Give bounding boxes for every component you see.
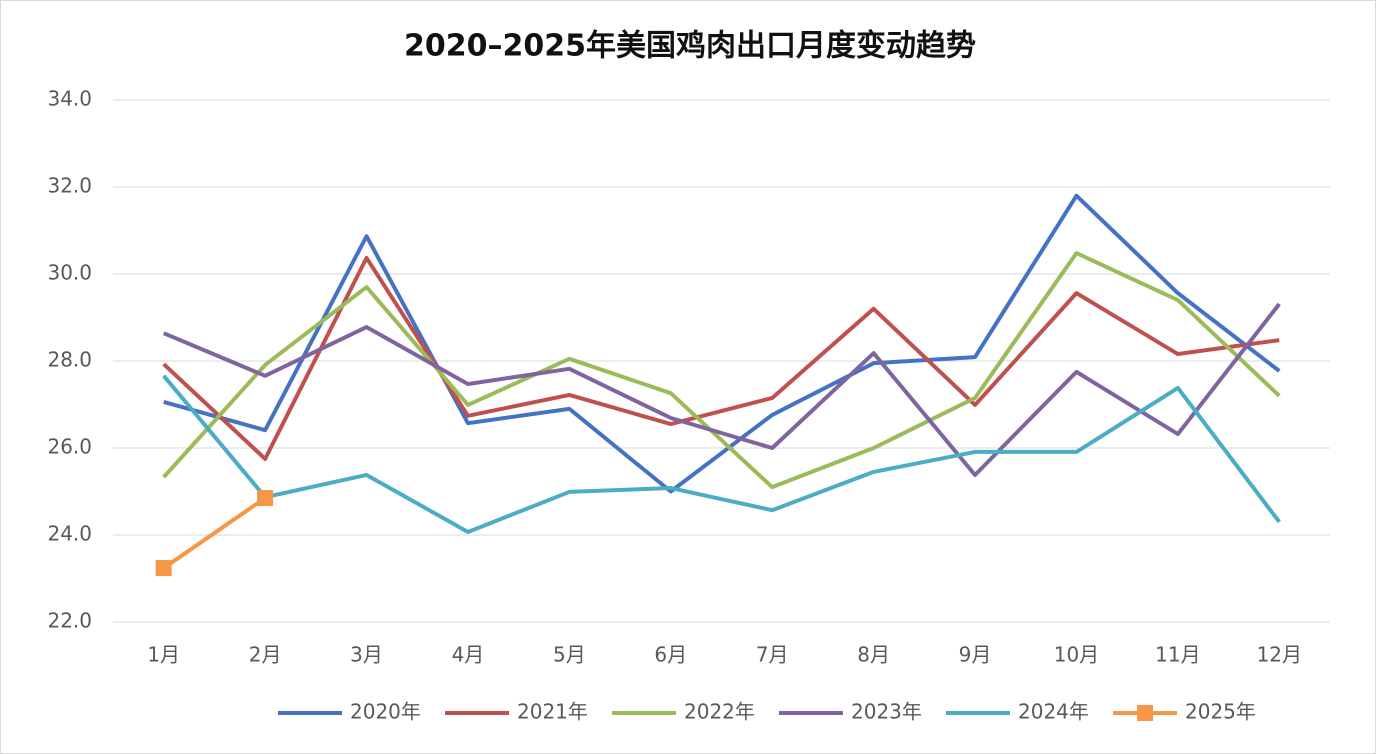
legend-label: 2021年 (517, 700, 588, 724)
chart-title: 2020–2025年美国鸡肉出口月度变动趋势 (404, 29, 976, 64)
x-tick-label: 5月 (553, 643, 586, 667)
legend-label: 2022年 (684, 700, 755, 724)
data-point (257, 490, 274, 507)
series-line (162, 251, 1281, 490)
x-tick-label: 12月 (1257, 643, 1302, 667)
series-line (162, 374, 1281, 534)
y-tick-label: 30.0 (47, 261, 92, 285)
legend-marker (1137, 705, 1153, 721)
y-tick-label: 22.0 (47, 609, 92, 633)
series-line (162, 496, 267, 570)
x-tick-label: 9月 (959, 643, 992, 667)
legend-label: 2020年 (350, 700, 421, 724)
x-tick-label: 2月 (249, 643, 282, 667)
x-tick-label: 11月 (1155, 643, 1200, 667)
y-tick-label: 26.0 (47, 435, 92, 459)
x-tick-label: 8月 (857, 643, 890, 667)
x-tick-label: 6月 (654, 643, 687, 667)
x-tick-label: 4月 (452, 643, 485, 667)
series-line (163, 193, 1281, 494)
x-tick-label: 3月 (350, 643, 383, 667)
series-line (162, 302, 1281, 477)
x-tick-label: 7月 (756, 643, 789, 667)
y-tick-label: 28.0 (47, 348, 92, 372)
y-tick-label: 34.0 (47, 87, 92, 111)
legend-label: 2023年 (851, 700, 922, 724)
x-tick-label: 10月 (1054, 643, 1099, 667)
legend-label: 2024年 (1018, 700, 1089, 724)
legend-label: 2025年 (1185, 700, 1256, 724)
x-tick-label: 1月 (147, 643, 180, 667)
y-tick-label: 24.0 (47, 522, 92, 546)
data-point (155, 560, 172, 577)
y-tick-label: 32.0 (47, 174, 92, 198)
series-line (162, 255, 1280, 461)
